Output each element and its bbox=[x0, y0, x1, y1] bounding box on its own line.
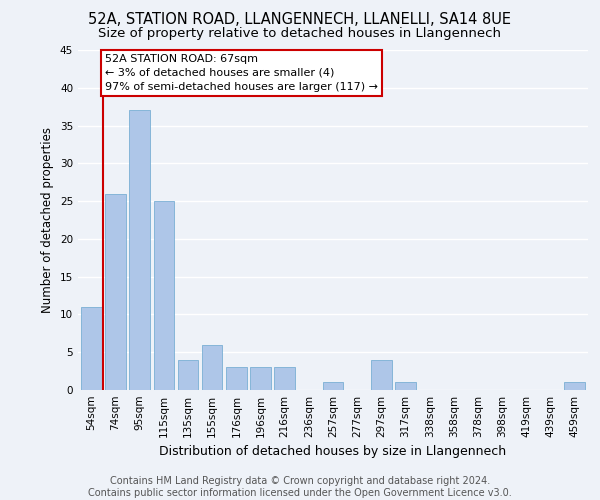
Bar bbox=[274, 368, 295, 390]
X-axis label: Distribution of detached houses by size in Llangennech: Distribution of detached houses by size … bbox=[160, 446, 506, 458]
Bar bbox=[105, 194, 126, 390]
Bar bbox=[250, 368, 271, 390]
Bar bbox=[81, 307, 101, 390]
Text: 52A STATION ROAD: 67sqm
← 3% of detached houses are smaller (4)
97% of semi-deta: 52A STATION ROAD: 67sqm ← 3% of detached… bbox=[106, 54, 379, 92]
Bar bbox=[154, 201, 174, 390]
Y-axis label: Number of detached properties: Number of detached properties bbox=[41, 127, 55, 313]
Bar bbox=[226, 368, 247, 390]
Bar bbox=[202, 344, 223, 390]
Bar bbox=[565, 382, 585, 390]
Text: 52A, STATION ROAD, LLANGENNECH, LLANELLI, SA14 8UE: 52A, STATION ROAD, LLANGENNECH, LLANELLI… bbox=[89, 12, 511, 28]
Text: Contains HM Land Registry data © Crown copyright and database right 2024.
Contai: Contains HM Land Registry data © Crown c… bbox=[88, 476, 512, 498]
Text: Size of property relative to detached houses in Llangennech: Size of property relative to detached ho… bbox=[98, 28, 502, 40]
Bar bbox=[371, 360, 392, 390]
Bar bbox=[130, 110, 150, 390]
Bar bbox=[323, 382, 343, 390]
Bar bbox=[178, 360, 198, 390]
Bar bbox=[395, 382, 416, 390]
